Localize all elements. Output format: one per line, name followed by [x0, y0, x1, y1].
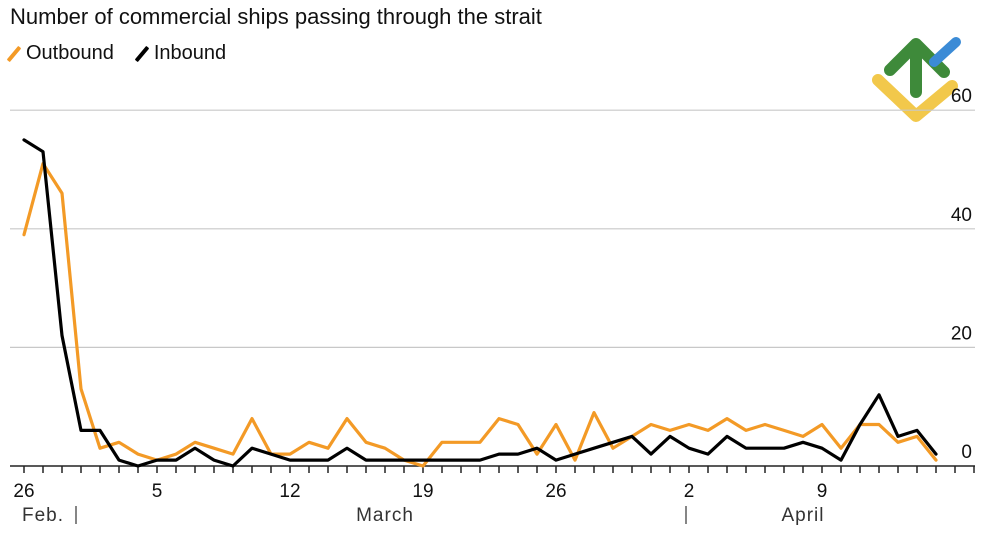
y-tick-label: 60 — [951, 86, 972, 107]
chart-title: Number of commercial ships passing throu… — [10, 4, 542, 29]
x-tick-label: 2 — [684, 481, 695, 502]
x-tick-label: 26 — [13, 481, 34, 502]
x-tick-label: 19 — [412, 481, 433, 502]
y-tick-label: 20 — [951, 323, 972, 344]
series-line-inbound — [22, 138, 938, 468]
y-tick-label: 40 — [951, 205, 972, 226]
legend-label-outbound: Outbound — [26, 42, 114, 64]
legend-label-inbound: Inbound — [153, 42, 227, 64]
series-line-outbound — [22, 162, 938, 468]
y-tick-label: 0 — [961, 442, 972, 463]
legend-item-outbound: Outbound — [6, 42, 114, 65]
legend-item-inbound: Inbound — [134, 42, 227, 65]
month-label: Feb. — [22, 505, 64, 526]
month-label: April — [781, 505, 824, 526]
x-tick-label: 9 — [817, 481, 828, 502]
x-tick-label: 26 — [545, 481, 566, 502]
x-tick-label: 5 — [152, 481, 163, 502]
month-label: March — [356, 505, 414, 526]
x-tick-label: 12 — [279, 481, 300, 502]
legend: Outbound Inbound — [6, 42, 227, 65]
brand-logo-icon — [872, 37, 961, 122]
